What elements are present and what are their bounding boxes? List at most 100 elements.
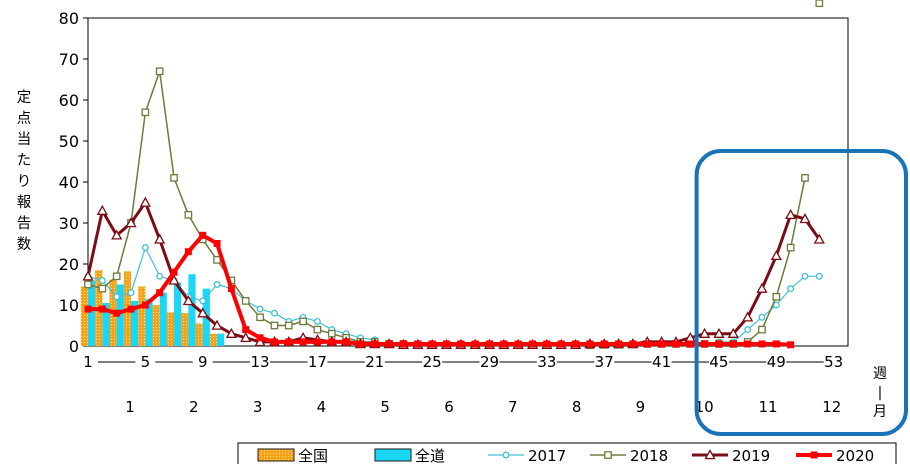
legend-item-全道: 全道 (374, 447, 445, 464)
week-tick-label: 33 (537, 353, 556, 371)
y-tick-label: 60 (59, 91, 79, 110)
month-label: 7 (508, 398, 518, 416)
y-tick-label: 0 (69, 337, 79, 356)
point-2019 (82, 270, 94, 281)
point-2019 (111, 229, 123, 240)
point-2017 (213, 281, 221, 288)
point-2020 (98, 305, 106, 313)
legend-item-全国: 全国 (257, 447, 328, 464)
month-label: 11 (758, 398, 777, 416)
point-2020 (729, 340, 737, 348)
point-2019 (785, 208, 797, 220)
y-tick-label: 40 (59, 173, 79, 192)
point-2020 (156, 289, 164, 297)
point-2018 (313, 325, 322, 334)
y-axis: 0 10 20 30 40 50 60 70 80 (59, 9, 88, 356)
point-2019 (240, 331, 252, 343)
week-tick-label: 13 (251, 353, 270, 371)
y-title-char: 告 (16, 216, 32, 232)
legend: 全国 全道 2017 2018 2019 2020 (237, 442, 897, 464)
point-2020 (299, 338, 307, 346)
legend-item-2020: 2020 (796, 447, 874, 464)
legend-marker (502, 451, 510, 459)
point-2017 (313, 317, 321, 325)
point-2019 (742, 311, 754, 322)
legend-marker (810, 451, 818, 459)
point-2018 (815, 0, 824, 8)
point-2019 (197, 307, 209, 318)
week-tick-label: 9 (198, 353, 208, 371)
point-2020 (600, 340, 608, 348)
y-title-char: 定 (16, 90, 32, 106)
bar-全国 (195, 323, 203, 346)
x-axis: 1 5 9 13 17 21 25 29 33 37 41 45 49 531 2 3 4 5 6 7 8 9 10 11 12 (83, 353, 843, 416)
bar-全国 (80, 286, 88, 346)
point-2019 (225, 327, 238, 338)
y-tick-label: 50 (59, 132, 79, 151)
point-2017 (270, 309, 278, 317)
point-2019 (168, 274, 180, 285)
point-2020 (213, 240, 221, 247)
month-label: 2 (189, 398, 199, 416)
highlight-rect (694, 149, 908, 436)
legend-swatch (257, 448, 295, 462)
legend-label: 2019 (732, 447, 770, 464)
point-2017 (113, 293, 121, 301)
legend-label: 2020 (836, 447, 874, 464)
legend-marker (604, 451, 612, 459)
point-2018 (772, 292, 781, 301)
x-unit-dash: | (877, 385, 883, 401)
point-2017 (141, 244, 149, 252)
point-2020 (701, 340, 709, 348)
point-2018 (270, 321, 279, 330)
point-2020 (787, 341, 795, 349)
y-tick-label: 10 (59, 296, 79, 315)
point-2017 (787, 285, 795, 293)
y-title-char: り (16, 174, 32, 190)
highlight-box (694, 149, 908, 436)
point-2020 (399, 340, 407, 348)
bar-全道 (159, 292, 167, 346)
week-tick-label: 37 (595, 353, 614, 371)
point-2018 (758, 325, 766, 334)
point-2020 (141, 301, 149, 309)
bar-全道 (116, 284, 124, 346)
point-2020 (385, 340, 393, 348)
week-tick-label: 5 (141, 353, 151, 371)
point-2019 (756, 282, 768, 293)
y-title-char: た (16, 153, 32, 169)
point-2019 (125, 217, 137, 228)
point-2020 (371, 340, 379, 348)
y-title-char: 数 (16, 237, 32, 253)
point-2020 (184, 248, 192, 256)
bar-全道 (145, 298, 153, 346)
point-2020 (199, 231, 207, 239)
week-tick-label: 49 (767, 353, 786, 371)
point-2020 (557, 340, 565, 348)
month-label: 5 (380, 398, 390, 416)
point-2018 (84, 280, 92, 289)
week-tick-label: 1 (83, 353, 93, 371)
point-2020 (744, 340, 752, 348)
y-title-char: 報 (16, 195, 32, 211)
point-2020 (672, 340, 680, 348)
point-2020 (313, 338, 321, 346)
bar-全道 (188, 274, 196, 346)
month-label: 8 (572, 398, 582, 416)
point-2017 (815, 272, 823, 280)
point-2018 (299, 317, 307, 326)
bar-全道 (174, 282, 182, 346)
point-2020 (586, 340, 594, 348)
point-2020 (457, 340, 465, 348)
point-2019 (813, 233, 825, 244)
point-2020 (629, 340, 637, 348)
month-label: 3 (253, 398, 263, 416)
point-2019 (211, 319, 223, 330)
bar-全国 (166, 312, 175, 346)
point-2017 (744, 326, 752, 334)
point-2019 (799, 213, 811, 224)
y-tick-label: 20 (59, 255, 79, 274)
month-label: 6 (444, 398, 454, 416)
line-series (82, 0, 825, 350)
point-2018 (801, 174, 809, 182)
